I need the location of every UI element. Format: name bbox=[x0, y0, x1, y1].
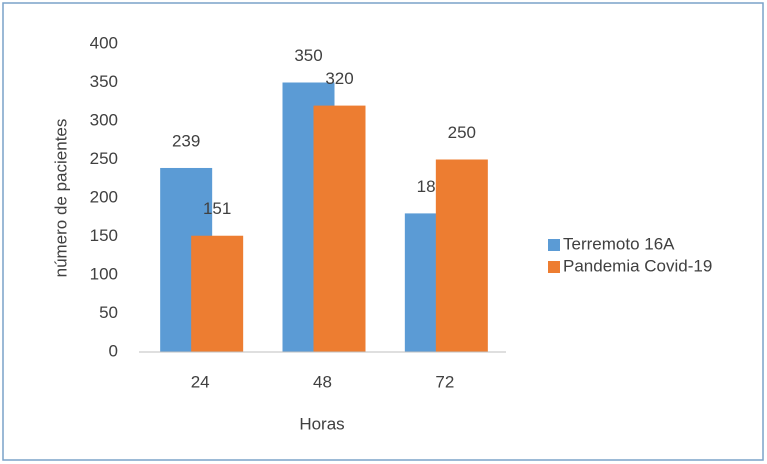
y-tick-label: 50 bbox=[99, 303, 118, 322]
data-label: 320 bbox=[325, 69, 353, 88]
y-tick-label: 300 bbox=[90, 110, 118, 129]
y-tick-label: 350 bbox=[90, 72, 118, 91]
y-tick-label: 150 bbox=[90, 226, 118, 245]
y-axis-title: número de pacientes bbox=[51, 119, 70, 278]
data-label: 250 bbox=[448, 123, 476, 142]
y-tick-label: 0 bbox=[109, 341, 118, 360]
legend-swatch bbox=[548, 261, 560, 273]
y-tick-label: 250 bbox=[90, 149, 118, 168]
legend-label: Pandemia Covid-19 bbox=[563, 256, 712, 275]
x-tick-label: 24 bbox=[191, 372, 210, 391]
bar bbox=[191, 235, 244, 352]
y-tick-label: 100 bbox=[90, 264, 118, 283]
y-tick-label: 400 bbox=[90, 33, 118, 52]
data-label: 151 bbox=[203, 199, 231, 218]
x-tick-label: 72 bbox=[435, 372, 454, 391]
bar bbox=[435, 159, 488, 352]
legend-label: Terremoto 16A bbox=[563, 234, 675, 253]
bar bbox=[313, 105, 366, 352]
y-tick-label: 200 bbox=[90, 187, 118, 206]
legend-swatch bbox=[548, 239, 560, 251]
x-tick-label: 48 bbox=[313, 372, 332, 391]
data-label: 350 bbox=[294, 46, 322, 65]
x-axis-title: Horas bbox=[299, 414, 344, 433]
data-label: 239 bbox=[172, 131, 200, 150]
